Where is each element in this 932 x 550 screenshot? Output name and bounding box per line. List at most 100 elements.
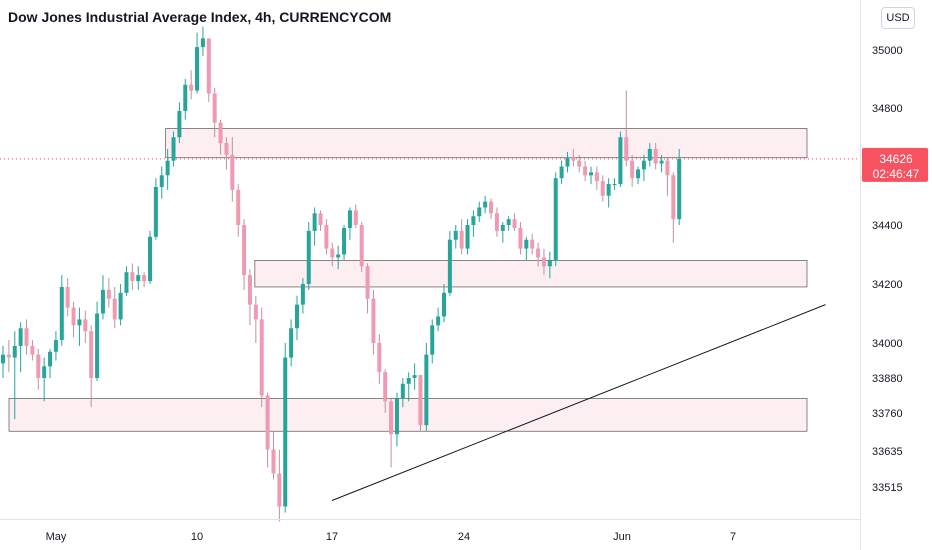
candle-body — [612, 184, 617, 186]
candle — [271, 431, 276, 480]
candle — [295, 295, 299, 341]
candle — [400, 378, 405, 408]
candle-body — [6, 354, 11, 358]
candle-body — [206, 38, 211, 94]
candle-body — [547, 260, 552, 267]
candle — [483, 195, 488, 214]
candle — [342, 225, 347, 261]
candle-body — [483, 201, 488, 208]
candle — [48, 348, 53, 378]
candle — [42, 357, 47, 402]
candle-body — [12, 345, 17, 358]
price-tick-label: 35000 — [872, 45, 903, 57]
candle-body — [171, 137, 176, 161]
price-tick-label: 33515 — [872, 482, 903, 494]
candle-body — [200, 38, 205, 48]
candle — [353, 204, 358, 228]
candle — [265, 392, 270, 468]
candle — [71, 301, 76, 338]
candle — [312, 207, 317, 246]
candle — [283, 343, 288, 513]
candle — [177, 102, 182, 144]
candle-body — [583, 166, 588, 176]
time-axis[interactable]: May 10 17 24 Jun 7 — [46, 531, 736, 543]
candle — [594, 166, 599, 190]
candle — [565, 151, 570, 173]
candle-body — [277, 473, 282, 507]
candle — [218, 119, 223, 155]
candle — [571, 148, 576, 167]
candle-body — [195, 47, 200, 91]
candle-body — [665, 160, 670, 176]
candles-layer — [1, 26, 682, 522]
candle-body — [112, 298, 117, 320]
candle-body — [30, 345, 35, 355]
candle — [606, 178, 611, 208]
candle — [112, 286, 117, 329]
candle — [53, 331, 58, 361]
candle — [530, 233, 535, 255]
zone-1[interactable] — [165, 128, 808, 159]
candle-body — [59, 286, 64, 341]
candle — [641, 154, 646, 182]
candle-body — [671, 175, 676, 220]
price-tick-label: 33880 — [872, 373, 903, 385]
candle-body — [636, 169, 641, 179]
candle — [453, 225, 458, 249]
zone-2[interactable] — [254, 260, 808, 288]
time-tick-label: 24 — [458, 531, 470, 543]
candle — [165, 148, 170, 190]
candle — [489, 198, 494, 220]
candle — [647, 143, 652, 167]
candle-body — [630, 160, 635, 179]
candle — [24, 319, 29, 355]
candle-body — [624, 137, 629, 161]
candle — [171, 131, 176, 167]
candle-body — [1, 354, 5, 364]
candle — [465, 219, 470, 255]
currency-button[interactable]: USD — [881, 7, 915, 29]
candle-body — [318, 213, 323, 225]
candle — [212, 87, 217, 138]
chart-title: Dow Jones Industrial Average Index, 4h, … — [8, 9, 392, 25]
candle-body — [342, 227, 347, 255]
candle — [677, 148, 682, 225]
candle-body — [424, 354, 429, 426]
candle — [289, 319, 294, 367]
candle — [83, 310, 88, 343]
candle-body — [142, 275, 147, 282]
candle — [77, 307, 82, 346]
zone-3[interactable] — [8, 398, 808, 432]
price-axis[interactable]: 35000 34800 34400 34200 34000 33880 33760 33635… — [872, 45, 903, 494]
candle-body — [500, 225, 505, 231]
candle-body — [218, 122, 223, 144]
candle-body — [589, 172, 593, 176]
candle — [612, 178, 617, 190]
time-tick-label: Jun — [613, 531, 631, 543]
candle-body — [159, 175, 164, 187]
trendline[interactable] — [331, 304, 826, 501]
candle-body — [347, 210, 352, 228]
candle-body — [359, 225, 364, 267]
candle-body — [183, 84, 188, 111]
candle — [306, 222, 311, 290]
candle-body — [312, 213, 317, 231]
candle — [136, 266, 141, 290]
candle-body — [77, 319, 82, 326]
candle-body — [189, 84, 194, 91]
candle-body — [524, 239, 529, 249]
candle — [230, 137, 235, 202]
candle-body — [83, 319, 88, 332]
candle-body — [677, 158, 682, 220]
candle — [330, 242, 335, 267]
candle-body — [412, 375, 417, 378]
candle — [589, 166, 593, 185]
candle-body — [400, 383, 405, 399]
candle — [553, 172, 558, 267]
candle-body — [106, 289, 111, 299]
candle — [477, 201, 482, 223]
candle — [577, 154, 582, 173]
candle-body — [289, 328, 294, 358]
candle-body — [606, 184, 611, 196]
